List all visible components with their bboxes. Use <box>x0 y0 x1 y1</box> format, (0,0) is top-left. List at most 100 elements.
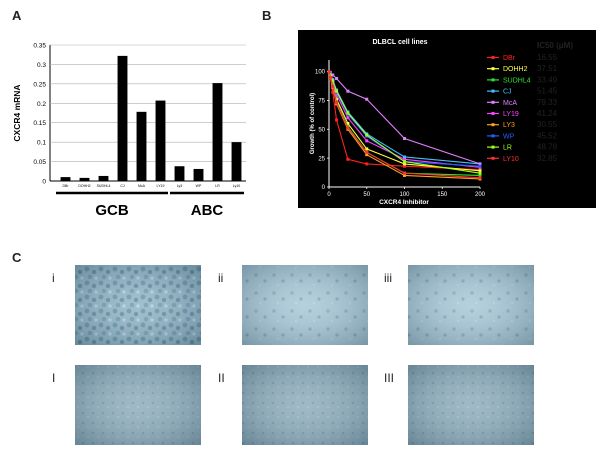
series-line <box>328 71 481 179</box>
series-point <box>403 171 406 175</box>
panel-b-ic50-list: IC50 (μM) 16.55 37.51 33.49 51.45 79.33 41.24… <box>537 41 573 163</box>
series-point <box>365 139 369 143</box>
series-point <box>346 157 350 161</box>
ic50-value: 41.24 <box>537 109 558 118</box>
ic50-header: IC50 (μM) <box>537 41 573 50</box>
x-tick-label: 0 <box>327 192 331 198</box>
series-point <box>403 173 406 177</box>
x-tick-label: Ly10 <box>233 184 241 188</box>
panel-c-micrographs: i ii iii I II <box>52 265 534 445</box>
series-point <box>346 111 350 115</box>
y-tick-label: 75 <box>318 99 325 105</box>
y-tick-label: 0.25 <box>33 81 46 88</box>
legend-label: LY10 <box>503 156 519 163</box>
bar <box>193 168 204 181</box>
ic50-value: 16.55 <box>537 53 558 62</box>
ic50-value: 37.51 <box>537 64 558 73</box>
bar <box>60 177 71 181</box>
bar <box>117 55 128 181</box>
y-tick-label: 0.15 <box>33 120 46 127</box>
x-tick-label: LR <box>215 184 220 188</box>
series-point <box>365 97 369 101</box>
y-tick-label: 25 <box>318 156 325 162</box>
micrograph-iii: iii <box>384 265 534 345</box>
series-point <box>335 118 339 122</box>
legend-label: DBr <box>503 55 516 62</box>
series-point <box>403 160 406 164</box>
panel-a-gridlines <box>50 44 246 162</box>
panel-b-legend: DBr DOHH2 SUDHL4 CJ McA LY19 LY3 WP LR LY10 <box>487 55 531 163</box>
series-point <box>346 126 350 130</box>
series-point <box>403 164 406 168</box>
legend-label: CJ <box>503 89 512 96</box>
x-tick-label: DBr <box>62 184 69 188</box>
legend-label: LR <box>503 145 512 152</box>
panel-b-x-ticks: 0 50 100 150 200 <box>327 187 486 198</box>
y-tick-label: 0.35 <box>33 43 46 50</box>
series-point <box>403 155 406 159</box>
x-tick-label: 200 <box>475 192 486 198</box>
bar <box>155 100 166 181</box>
x-tick-label: LY19 <box>157 184 165 188</box>
micrograph-ii: ii <box>218 265 368 345</box>
panel-b-y-ticks: 0 25 50 75 100 <box>315 70 329 191</box>
ic50-value: 30.55 <box>537 120 558 129</box>
ic50-value: 45.52 <box>537 131 558 140</box>
legend-marker <box>491 145 495 149</box>
series-point <box>335 101 339 105</box>
panel-b-x-label: CXCR4 Inhibitor <box>379 199 429 206</box>
panel-b-series <box>327 70 482 181</box>
y-tick-label: 0 <box>42 179 46 186</box>
series-point <box>478 169 482 173</box>
series-point <box>346 122 350 125</box>
panel-b-title: DLBCL cell lines <box>372 39 427 46</box>
series-point <box>365 147 369 151</box>
x-tick-label: 100 <box>399 192 410 198</box>
series-point <box>478 176 482 180</box>
legend-marker <box>491 100 495 104</box>
bar <box>98 175 109 181</box>
legend-marker <box>491 112 495 115</box>
ic50-value: 51.45 <box>537 87 558 96</box>
legend-marker <box>491 56 495 59</box>
x-tick-label: SUDHL4 <box>97 184 111 188</box>
group-label: GCB <box>95 202 129 219</box>
micrograph-I: I <box>52 365 201 445</box>
y-tick-label: 0.3 <box>37 62 46 69</box>
series-point <box>403 162 406 166</box>
legend-label: WP <box>503 133 515 140</box>
ic50-value: 48.78 <box>537 143 558 152</box>
ic50-value: 32.85 <box>537 154 558 163</box>
group-label: ABC <box>191 202 224 219</box>
series-point <box>478 171 482 175</box>
panel-a-letter: A <box>12 8 22 23</box>
x-tick-label: 150 <box>437 192 448 198</box>
y-tick-label: 0.05 <box>33 159 46 166</box>
ic50-value: 33.49 <box>537 75 558 84</box>
series-point <box>335 89 339 93</box>
series-point <box>365 153 369 157</box>
bar <box>136 111 147 181</box>
series-point <box>478 162 482 166</box>
micrograph-label: ii <box>218 271 223 285</box>
legend-label: DOHH2 <box>503 66 528 73</box>
panel-b-y-label: Growth (% of control) <box>310 93 316 154</box>
micrograph-i: i <box>52 265 201 345</box>
panel-a-groups: GCB ABC <box>56 191 244 219</box>
series-point <box>403 137 406 141</box>
series-point <box>365 162 369 166</box>
y-tick-label: 0.1 <box>37 140 46 147</box>
y-tick-label: 50 <box>318 127 325 133</box>
x-tick-label: Ly3 <box>177 184 183 188</box>
legend-label: LY19 <box>503 111 519 118</box>
legend-label: SUDHL4 <box>503 77 531 84</box>
panel-a-bar-chart: 0 0.05 0.1 0.15 0.2 0.25 0.3 0.35 DBr DOHH2 SUDHL… <box>12 43 246 219</box>
series-point <box>335 76 339 80</box>
panel-c-letter: C <box>12 250 22 265</box>
series-point <box>327 70 331 74</box>
bar <box>79 177 90 181</box>
series-point <box>331 85 335 89</box>
micrograph-II: II <box>218 365 368 445</box>
ic50-value: 79.33 <box>537 98 558 107</box>
